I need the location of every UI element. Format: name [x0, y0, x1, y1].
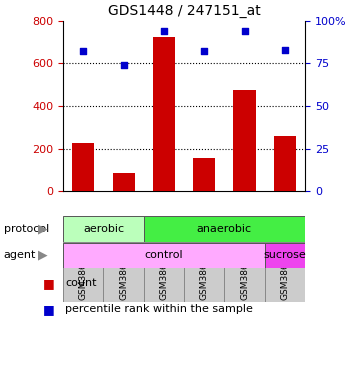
- Bar: [234, 90, 256, 191]
- Bar: [193, 158, 216, 191]
- Bar: [144, 242, 184, 302]
- Bar: [274, 136, 296, 191]
- Text: GSM38615: GSM38615: [160, 251, 169, 300]
- Text: GSM38616: GSM38616: [200, 251, 209, 300]
- Bar: [113, 173, 135, 191]
- Text: agent: agent: [4, 251, 36, 260]
- Text: GSM38614: GSM38614: [119, 251, 128, 300]
- Bar: [63, 243, 265, 268]
- Bar: [153, 37, 175, 191]
- Text: aerobic: aerobic: [83, 224, 124, 234]
- Bar: [63, 216, 144, 242]
- Bar: [104, 242, 144, 302]
- Point: [81, 48, 86, 54]
- Text: count: count: [65, 278, 96, 288]
- Text: ▶: ▶: [38, 223, 48, 236]
- Bar: [72, 143, 95, 191]
- Point: [121, 62, 126, 68]
- Bar: [265, 243, 305, 268]
- Text: ■: ■: [43, 277, 55, 290]
- Text: percentile rank within the sample: percentile rank within the sample: [65, 304, 253, 314]
- Point: [161, 28, 167, 34]
- Text: ■: ■: [43, 303, 55, 316]
- Bar: [144, 216, 305, 242]
- Point: [242, 28, 248, 34]
- Point: [282, 46, 288, 53]
- Title: GDS1448 / 247151_at: GDS1448 / 247151_at: [108, 4, 261, 18]
- Text: GSM38613: GSM38613: [79, 251, 88, 300]
- Text: control: control: [145, 251, 183, 260]
- Bar: [225, 242, 265, 302]
- Text: GSM38617: GSM38617: [240, 251, 249, 300]
- Bar: [265, 242, 305, 302]
- Text: anaerobic: anaerobic: [197, 224, 252, 234]
- Text: protocol: protocol: [4, 224, 49, 234]
- Point: [201, 48, 207, 54]
- Bar: [184, 242, 225, 302]
- Text: sucrose: sucrose: [264, 251, 306, 260]
- Text: ▶: ▶: [38, 249, 48, 262]
- Text: GSM38618: GSM38618: [280, 251, 290, 300]
- Bar: [63, 242, 104, 302]
